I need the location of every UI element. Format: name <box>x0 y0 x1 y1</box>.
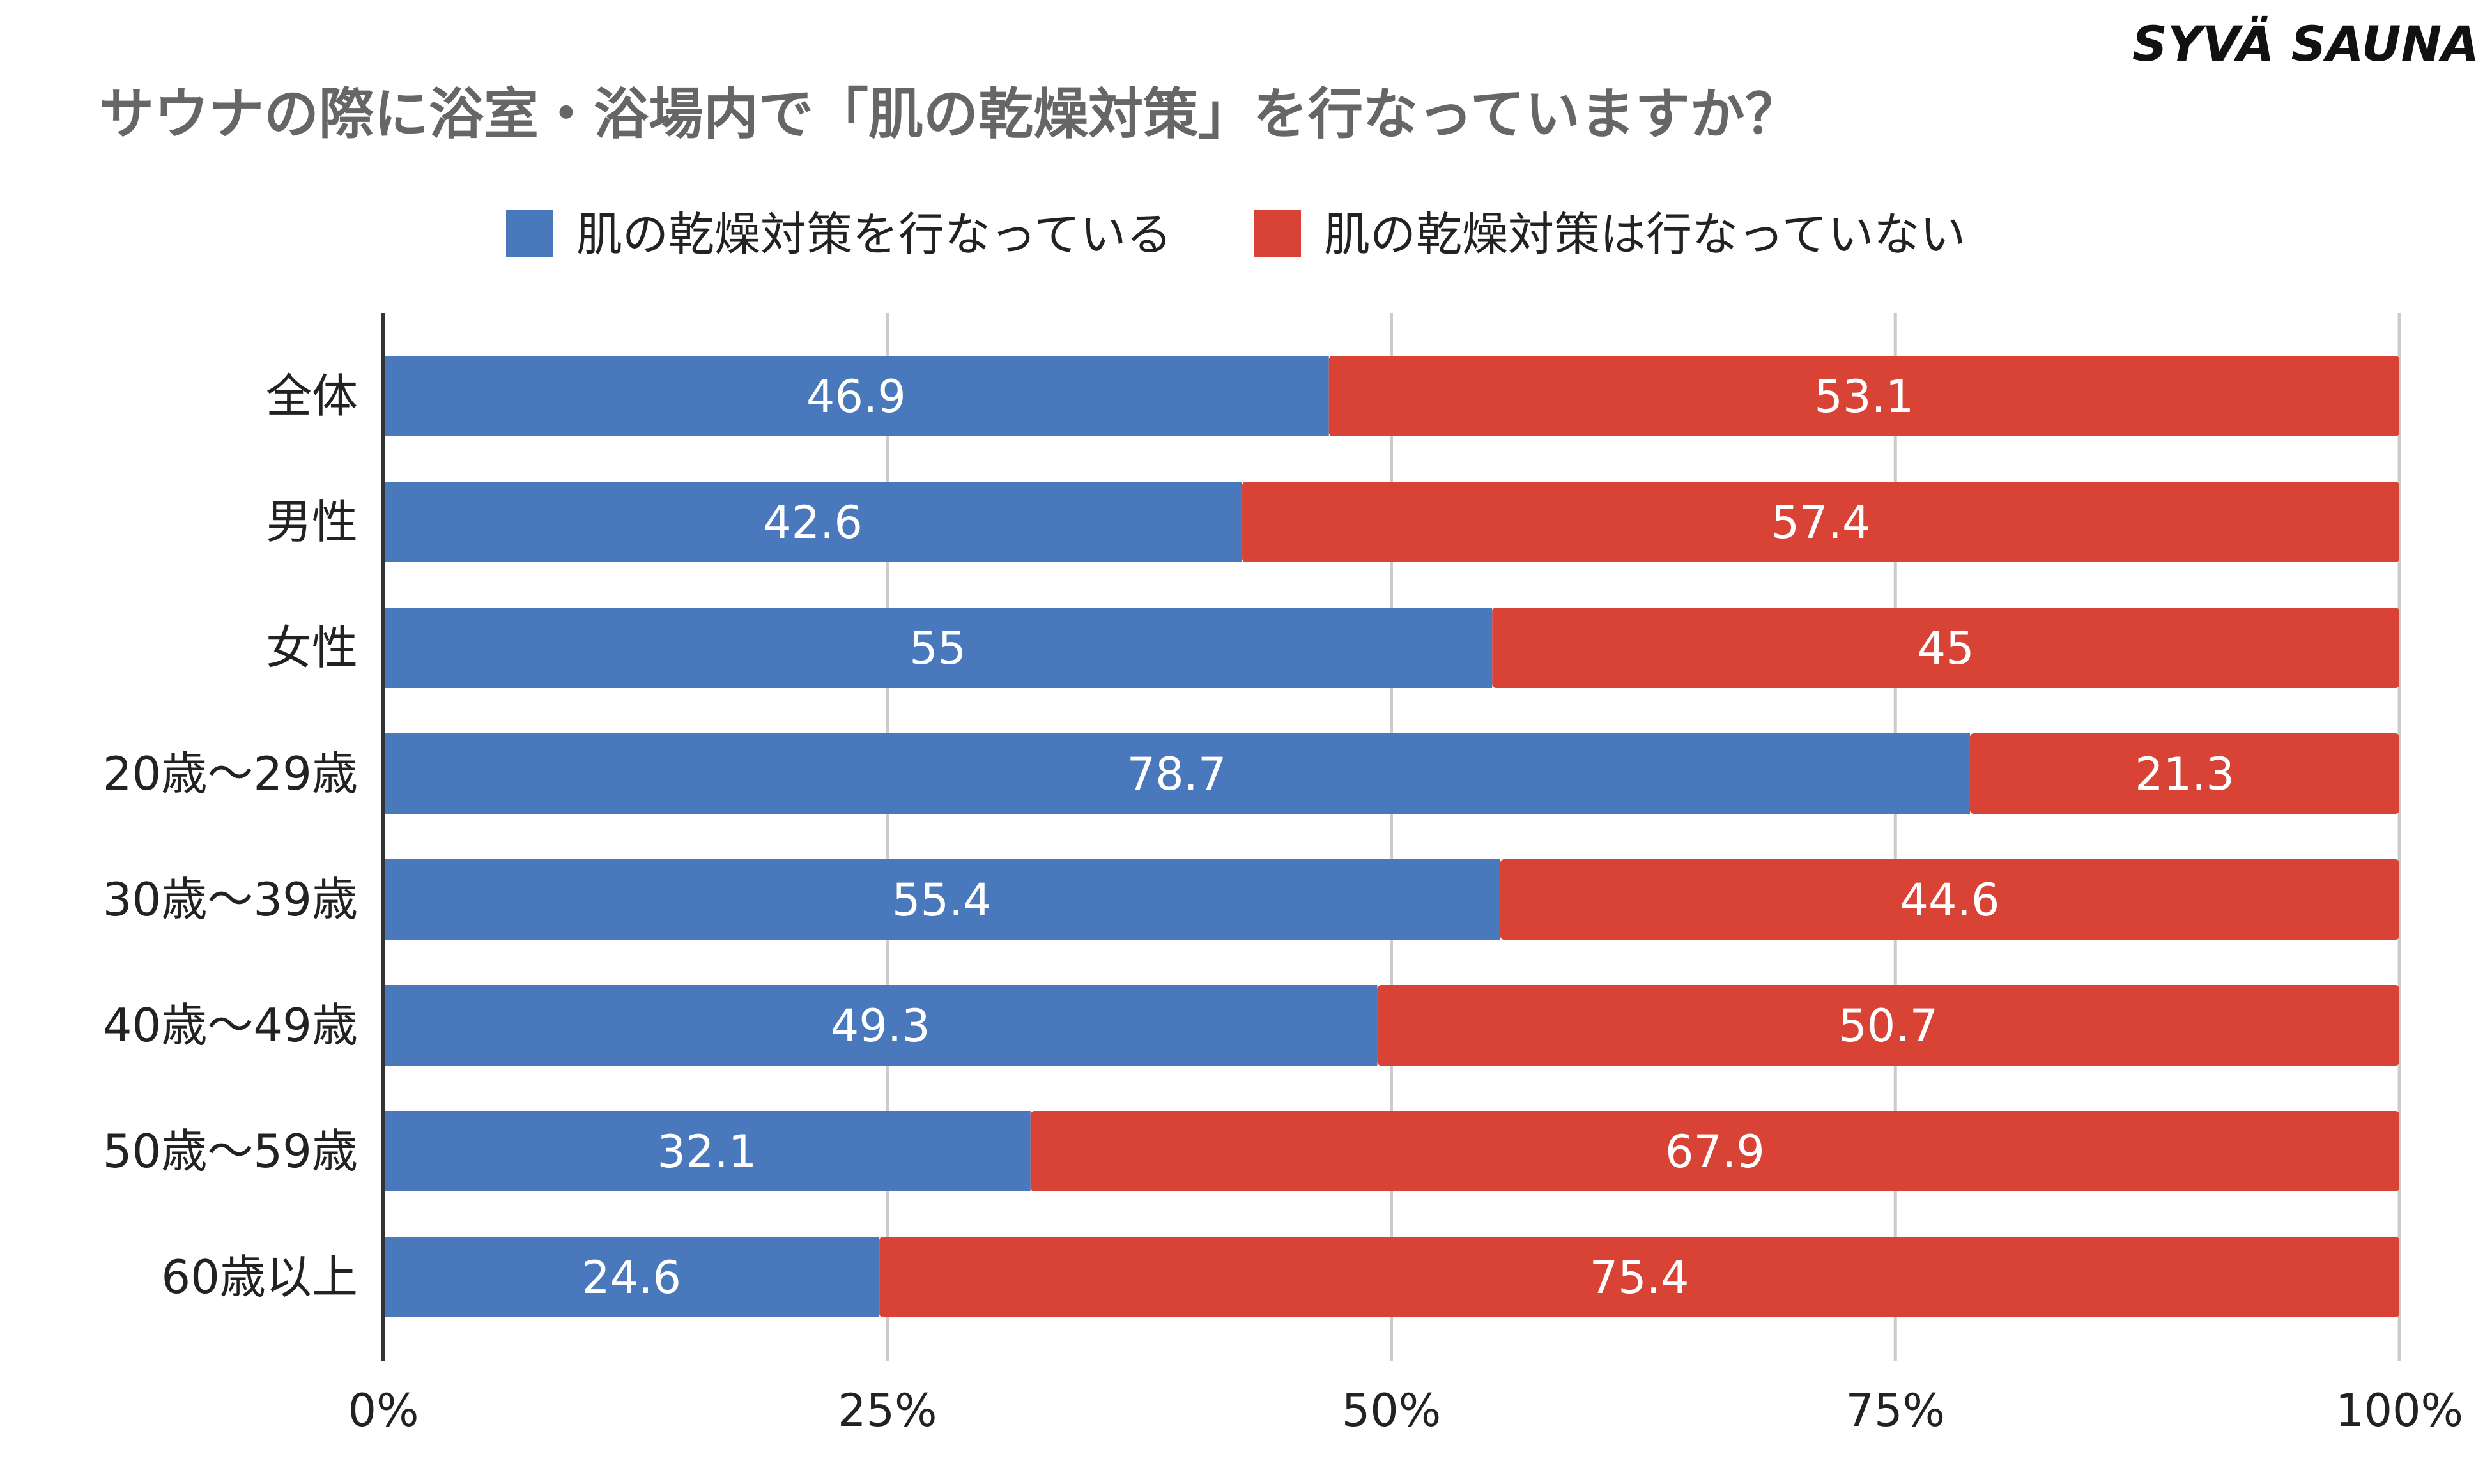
bar-no-7 <box>879 1237 2400 1317</box>
bar-yes-5 <box>383 985 1378 1066</box>
data-label-no-4: 44.6 <box>1900 874 2000 926</box>
x-tick-labels: 0% 25% 50% 75% 100% <box>348 1384 2463 1437</box>
category-label-3: 20歳〜29歳 <box>103 747 358 800</box>
data-label-no-0: 53.1 <box>1814 371 1914 423</box>
bar-yes-4 <box>383 859 1500 940</box>
category-label-5: 40歳〜49歳 <box>103 998 358 1052</box>
data-label-yes-3: 78.7 <box>1127 748 1227 800</box>
bar-yes-3 <box>383 733 1970 814</box>
bar-no-6 <box>1030 1111 2400 1191</box>
x-tick-label-3: 75% <box>1845 1384 1945 1437</box>
legend-swatch-1 <box>1254 210 1301 257</box>
legend-label-0: 肌の乾燥対策を行なっている <box>576 208 1172 261</box>
bar-yes-2 <box>383 608 1493 688</box>
data-label-no-5: 50.7 <box>1838 1000 1938 1052</box>
bar-no-1 <box>1242 482 2399 562</box>
bar-no-2 <box>1492 608 2399 688</box>
category-label-1: 男性 <box>266 495 358 549</box>
chart-title: サウナの際に浴室・浴場内で「肌の乾燥対策」を行なっていますか？ <box>99 82 1800 146</box>
data-label-yes-6: 32.1 <box>657 1126 757 1178</box>
data-label-yes-7: 24.6 <box>581 1251 681 1304</box>
x-tick-label-1: 25% <box>838 1384 937 1437</box>
data-label-no-7: 75.4 <box>1590 1251 1689 1304</box>
bar-no-0 <box>1328 356 2399 436</box>
category-label-7: 60歳以上 <box>161 1250 358 1304</box>
category-label-0: 全体 <box>266 369 358 423</box>
data-label-yes-4: 55.4 <box>892 874 992 926</box>
x-tick-label-2: 50% <box>1342 1384 1442 1437</box>
bar-yes-0 <box>383 356 1329 436</box>
data-label-no-3: 21.3 <box>2135 748 2234 800</box>
bar-yes-1 <box>383 482 1243 562</box>
legend-label-1: 肌の乾燥対策は行なっていない <box>1324 208 1965 261</box>
legend: 肌の乾燥対策を行なっている 肌の乾燥対策は行なっていない <box>506 208 1965 261</box>
x-tick-label-0: 0% <box>348 1384 419 1437</box>
bar-yes-7 <box>383 1237 880 1317</box>
brand-logo: SYVÄ SAUNA <box>2132 15 2479 72</box>
gridlines <box>886 313 2401 1361</box>
bar-no-3 <box>1969 733 2399 814</box>
bar-no-4 <box>1500 859 2399 940</box>
data-label-yes-0: 46.9 <box>806 371 906 423</box>
x-tick-label-4: 100% <box>2335 1384 2463 1437</box>
data-label-yes-2: 55 <box>909 622 966 675</box>
legend-swatch-0 <box>506 210 553 257</box>
category-label-2: 女性 <box>266 621 358 675</box>
data-label-no-1: 57.4 <box>1771 496 1871 549</box>
data-label-yes-5: 49.3 <box>831 1000 930 1052</box>
data-label-yes-1: 42.6 <box>763 496 863 549</box>
bar-no-5 <box>1377 985 2399 1066</box>
category-label-6: 50歳〜59歳 <box>103 1124 358 1178</box>
bars: 46.9 53.1 42.6 57.4 55 45 78.7 21.3 55.4 44.6 49.3… <box>383 356 2400 1317</box>
data-label-no-6: 67.9 <box>1665 1126 1765 1178</box>
bar-yes-6 <box>383 1111 1031 1191</box>
category-label-4: 30歳〜39歳 <box>103 873 358 926</box>
data-label-no-2: 45 <box>1918 622 1974 675</box>
